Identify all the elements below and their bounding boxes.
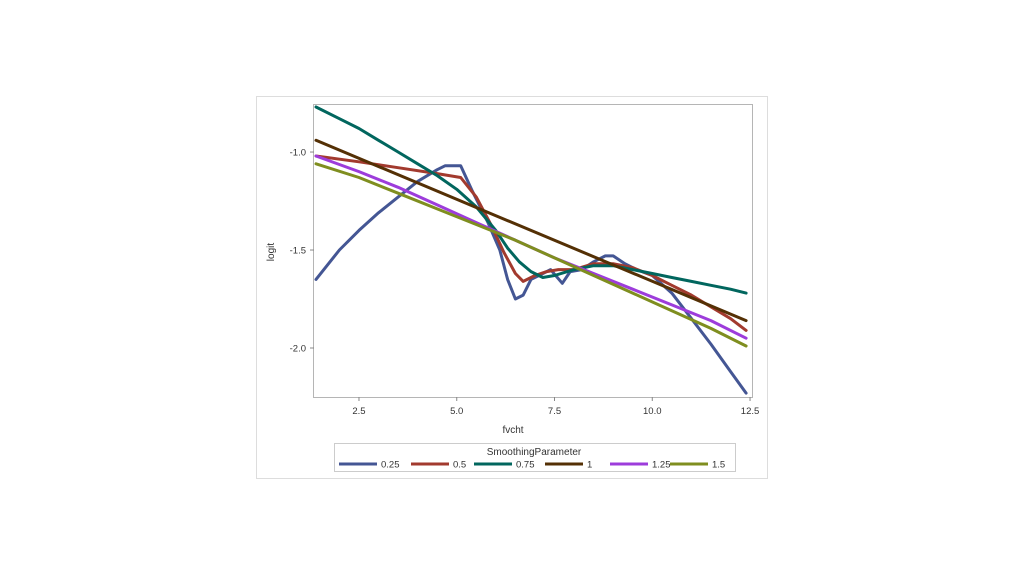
legend: SmoothingParameter 0.25 0.5 0.75 1 1.25 1.5 [334,443,736,472]
legend-label-1.5: 1.5 [712,460,725,471]
y-tick-label: -1.5 [290,246,306,257]
legend-title: SmoothingParameter [487,447,582,458]
x-tick-label: 2.5 [352,406,365,417]
x-tick-label: 12.5 [741,406,760,417]
x-tick-label: 7.5 [548,406,561,417]
series-line-0.5 [314,154,748,332]
y-tick-label: -1.0 [290,148,306,159]
legend-label-0.5: 0.5 [453,460,466,471]
legend-label-1: 1 [587,460,592,471]
legend-label-0.25: 0.25 [381,460,400,471]
x-tick-label: 10.0 [643,406,662,417]
plot-area [313,104,753,398]
x-axis-label: fvcht [502,425,523,436]
legend-label-0.75: 0.75 [516,460,535,471]
series-line-1.5 [314,162,748,348]
legend-box [334,443,736,472]
legend-label-1.25: 1.25 [652,460,671,471]
x-tick-label: 5.0 [450,406,463,417]
y-axis: -1.0 -1.5 -2.0 [290,148,314,355]
series-line-1 [314,138,748,323]
y-axis-label: logit [266,243,277,262]
series-line-0.75 [314,105,748,295]
series-layer [314,105,748,395]
y-tick-label: -2.0 [290,344,306,355]
legend-items: 0.25 0.5 0.75 1 1.25 1.5 [339,460,725,471]
x-axis: 2.5 5.0 7.5 10.0 12.5 [352,397,759,417]
